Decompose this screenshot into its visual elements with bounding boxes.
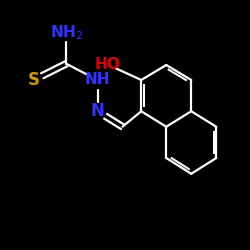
Text: HO: HO — [94, 57, 120, 72]
Text: S: S — [28, 71, 40, 89]
Text: N: N — [90, 102, 104, 120]
Text: NH: NH — [85, 72, 110, 88]
Text: NH$_2$: NH$_2$ — [50, 23, 83, 42]
